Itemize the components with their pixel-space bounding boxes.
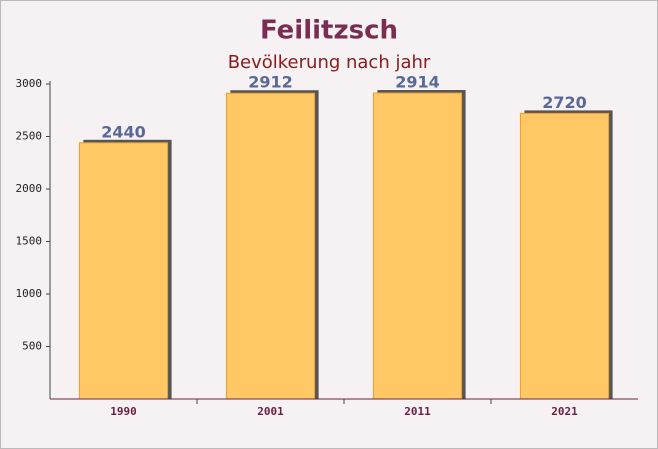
value-label: 2912 [248,73,293,92]
bar [225,92,316,400]
chart-title: Feilitzsch [260,16,398,46]
bar [372,92,463,400]
y-tick-label: 1500 [16,235,43,248]
bar [78,142,169,400]
value-label: 2914 [395,73,440,92]
x-tick-label: 2011 [404,405,431,418]
bar [519,112,610,400]
y-tick-label: 3000 [16,77,43,90]
x-tick-label: 1990 [110,405,137,418]
value-label: 2720 [542,93,587,112]
x-tick-label: 2021 [551,405,578,418]
y-tick-label: 500 [22,340,42,353]
y-tick-label: 1000 [16,287,43,300]
chart-subtitle: Bevölkerung nach jahr [228,52,431,73]
x-tick-label: 2001 [257,405,284,418]
value-label: 2440 [101,122,146,141]
y-tick-label: 2000 [16,182,43,195]
y-tick-label: 2500 [16,130,43,143]
